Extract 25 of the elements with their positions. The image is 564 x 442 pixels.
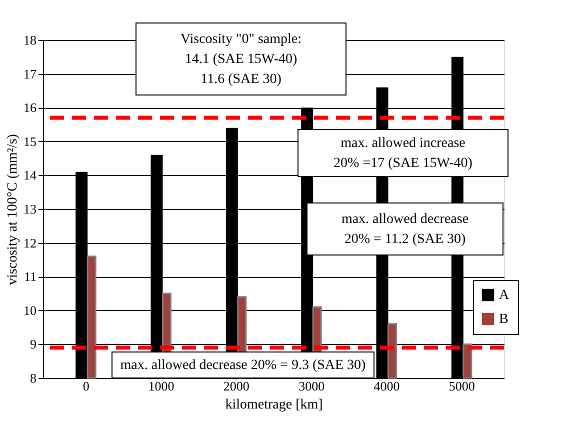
annotation: Viscosity "0" sample: 14.1 (SAE 15W-40) 11.6 (SAE 30) <box>180 32 302 87</box>
y-tick-label: 15 <box>24 134 36 149</box>
annotation: max. allowed increase 20% =17 (SAE 15W-40) <box>334 136 473 171</box>
y-tick-label: 11 <box>24 269 36 284</box>
x-axis-title: kilometrage [km] <box>225 398 323 412</box>
y-tick-label: 18 <box>24 32 36 48</box>
y-tick-label: 17 <box>24 66 37 82</box>
y-axis-title: viscosity at 100°C (mm²/s) <box>6 134 20 285</box>
x-tick-label: 1000 <box>148 378 174 394</box>
y-tick-label: 9 <box>30 336 36 352</box>
annotation: max. allowed decrease 20% = 11.2 (SAE 30) <box>341 212 469 247</box>
annotation: max. allowed decrease 20% = 9.3 (SAE 30) <box>120 358 366 373</box>
y-tick-label: 10 <box>24 302 36 318</box>
y-tick-label: 16 <box>24 100 37 116</box>
y-tick-label: 14 <box>24 168 37 183</box>
x-tick-label: 4000 <box>374 378 400 394</box>
x-tick-label: 3000 <box>298 378 325 394</box>
x-tick-label: 5000 <box>448 378 475 394</box>
x-tick-label: 2000 <box>223 378 250 394</box>
legend-label: A <box>499 288 510 303</box>
legend-label: B <box>499 312 508 327</box>
y-tick-label: 12 <box>24 235 36 250</box>
y-tick-label: 13 <box>24 202 36 216</box>
x-tick-label: 0 <box>82 378 90 394</box>
y-tick-label: 8 <box>30 370 36 386</box>
